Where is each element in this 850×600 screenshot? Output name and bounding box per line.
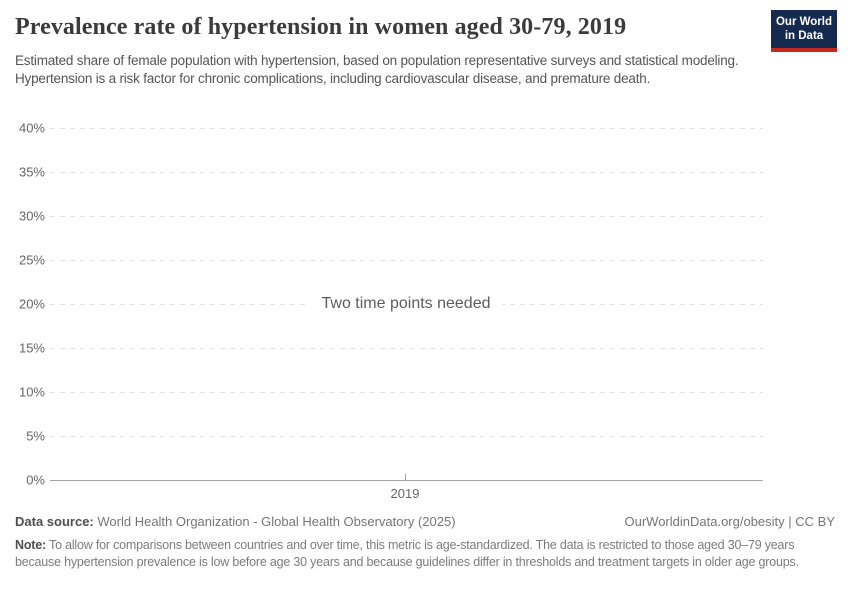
- data-source: Data source: World Health Organization -…: [15, 514, 456, 530]
- owid-logo[interactable]: Our World in Data: [771, 10, 837, 52]
- empty-state-message: Two time points needed: [309, 292, 503, 316]
- y-axis-tick-label: 10%: [18, 384, 45, 400]
- data-source-label: Data source:: [15, 514, 94, 529]
- y-axis-tick-label: 15%: [18, 340, 45, 356]
- x-axis-tick: [405, 474, 406, 480]
- x-axis-tick-label: 2019: [390, 486, 420, 501]
- owid-logo-line1: Our World: [775, 16, 832, 28]
- gridline: [50, 128, 763, 129]
- chart-title: Prevalence rate of hypertension in women…: [15, 14, 627, 40]
- y-axis-tick-label: 35%: [18, 164, 45, 180]
- footer-source-row: Data source: World Health Organization -…: [15, 514, 835, 530]
- chart-subtitle: Estimated share of female population wit…: [15, 53, 739, 86]
- data-source-value: World Health Organization - Global Healt…: [97, 514, 456, 529]
- chart-note: Note: To allow for comparisons between c…: [15, 537, 835, 571]
- y-axis-tick-label: 5%: [26, 428, 45, 444]
- note-label: Note:: [15, 538, 46, 552]
- y-axis-tick-label: 20%: [18, 296, 45, 312]
- y-axis-tick-label: 25%: [18, 252, 45, 268]
- license-link[interactable]: OurWorldinData.org/obesity | CC BY: [624, 514, 836, 529]
- y-axis-tick-label: 40%: [18, 120, 45, 136]
- owid-logo-line2: in Data: [784, 30, 824, 42]
- gridline: [50, 392, 763, 393]
- x-axis-line: [50, 480, 763, 481]
- gridline: [50, 216, 763, 217]
- y-axis-tick-label: 0%: [26, 472, 45, 488]
- gridline: [50, 436, 763, 437]
- gridline: [50, 348, 763, 349]
- gridline: [50, 260, 763, 261]
- note-value: To allow for comparisons between countri…: [15, 538, 799, 569]
- y-axis-tick-label: 30%: [18, 208, 45, 224]
- gridline: [50, 172, 763, 173]
- chart-footer: Data source: World Health Organization -…: [15, 514, 835, 571]
